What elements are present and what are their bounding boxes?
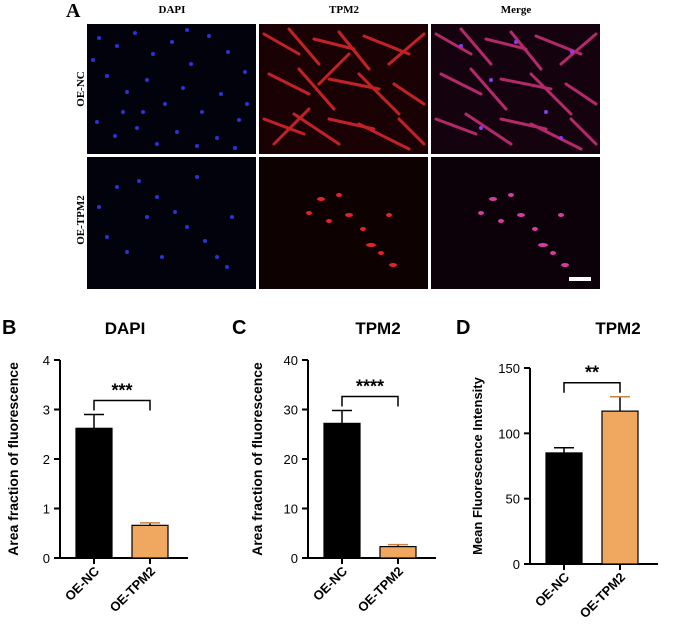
chart-c-significance-label: **** — [356, 376, 384, 396]
chart-b-y-tick-label: 3 — [43, 403, 50, 418]
chart-d-title: TPM2 — [595, 319, 640, 338]
column-label-dapi: DAPI — [158, 4, 186, 16]
chart-c-y-tick-label: 20 — [284, 452, 298, 467]
bar-charts: B DAPI 0 1 2 3 4 Area fraction of fluorescence O… — [2, 317, 658, 621]
micrograph-oe-tpm2-tpm2 — [259, 157, 428, 289]
micrograph-oe-nc-dapi — [87, 24, 256, 154]
panel-a-letter: A — [66, 0, 81, 22]
chart-b-x-tick-label: OE-NC — [62, 563, 103, 604]
chart-c-y-tick-label: 10 — [284, 502, 298, 517]
chart-d-bar — [601, 410, 639, 565]
row-label-oe-nc: OE-NC — [75, 71, 87, 107]
chart-c-y-tick-label: 40 — [284, 353, 298, 368]
micrograph-oe-nc-dapi-image — [87, 24, 256, 154]
chart-b-x-tick-label: OE-TPM2 — [107, 564, 158, 615]
chart-b-y-tick-label: 2 — [43, 452, 50, 467]
chart-b-significance-bracket — [93, 399, 151, 411]
micrograph-oe-tpm2-dapi-image — [87, 157, 256, 289]
chart-d-y-axis-label: Mean Fluorescence Intensity — [470, 376, 485, 554]
chart-b-bar — [75, 427, 113, 559]
chart-c-x-tick-label: OE-TPM2 — [355, 564, 406, 615]
chart-d-significance-bracket — [563, 381, 621, 393]
chart-c-bar — [323, 422, 361, 559]
chart-c-x-tick-label: OE-NC — [310, 563, 351, 604]
chart-d-significance-label: ** — [585, 363, 599, 383]
chart-d-bar — [545, 452, 583, 565]
micrograph-oe-nc-tpm2-image — [259, 24, 428, 154]
chart-c-y-tick-label: 30 — [284, 403, 298, 418]
chart-d-panel-letter: D — [456, 317, 470, 339]
chart-b-bar — [131, 524, 169, 559]
chart-c-significance-bracket — [341, 395, 399, 407]
chart-c-y-axis-label: Area fraction of fluorescence — [249, 362, 265, 556]
chart-c-panel-letter: C — [232, 317, 246, 339]
chart-c-title: TPM2 — [355, 319, 400, 338]
micrograph-oe-nc-tpm2 — [259, 24, 428, 154]
chart-d-y-tick-label: 0 — [513, 557, 520, 572]
chart-b-panel-letter: B — [2, 317, 16, 339]
column-label-tpm2: TPM2 — [329, 4, 359, 16]
column-label-merge: Merge — [500, 4, 532, 16]
scale-bar — [569, 277, 591, 281]
chart-c-bar — [379, 546, 417, 559]
micrograph-oe-tpm2-merge-image — [431, 157, 600, 289]
micrograph-oe-nc-merge — [431, 24, 600, 154]
micrograph-oe-tpm2-dapi — [87, 157, 256, 289]
micrograph-oe-tpm2-tpm2-image — [259, 157, 428, 289]
chart-b-y-tick-label: 1 — [43, 502, 50, 517]
chart-d-y-tick-label: 100 — [498, 426, 520, 441]
chart-c-y-tick-label: 0 — [291, 551, 298, 566]
chart-b-y-tick-label: 4 — [43, 353, 50, 368]
row-label-oe-tpm2: OE-TPM2 — [75, 195, 87, 245]
chart-b-title: DAPI — [105, 319, 146, 338]
chart-d-y-tick-label: 50 — [506, 492, 520, 507]
chart-b-y-axis-label: Area fraction of fluorescence — [5, 362, 21, 556]
chart-d-x-tick-label: OE-TPM2 — [577, 570, 628, 621]
micrograph-oe-tpm2-merge — [431, 157, 600, 289]
chart-b-y-tick-label: 0 — [43, 551, 50, 566]
chart-d-y-tick-label: 150 — [498, 361, 520, 376]
micrograph-oe-nc-merge-image — [431, 24, 600, 154]
chart-b-significance-label: *** — [111, 380, 132, 400]
chart-d-x-tick-label: OE-NC — [532, 569, 573, 610]
